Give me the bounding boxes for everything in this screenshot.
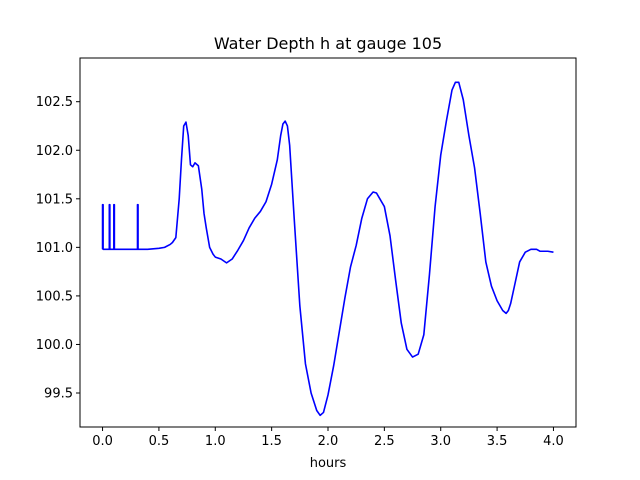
series-line (101, 81, 554, 417)
series-layer (101, 81, 554, 417)
x-tick-label: 3.5 (487, 434, 508, 449)
y-tick-label: 102.0 (36, 144, 73, 159)
y-tick-label: 99.5 (44, 387, 73, 402)
x-tick-label: 4.0 (543, 434, 564, 449)
x-tick-label: 1.0 (205, 434, 226, 449)
y-tick-label: 101.5 (36, 192, 73, 207)
x-tick-label: 2.5 (374, 434, 395, 449)
x-tick-label: 3.0 (430, 434, 451, 449)
x-axis-ticks: 0.0 0.5 1.0 1.5 2.0 2.5 3.0 3.5 4.0 (92, 427, 564, 449)
y-tick-label: 102.5 (36, 95, 73, 110)
chart-title: Water Depth h at gauge 105 (214, 34, 442, 53)
y-tick-label: 100.5 (36, 289, 73, 304)
y-tick-label: 101.0 (36, 241, 73, 256)
x-axis-label: hours (310, 456, 347, 471)
x-tick-label: 0.5 (149, 434, 170, 449)
x-tick-label: 2.0 (318, 434, 339, 449)
x-tick-label: 0.0 (92, 434, 113, 449)
y-axis-ticks: 99.5 100.0 100.5 101.0 101.5 102.0 102.5 (36, 95, 80, 402)
y-tick-label: 100.0 (36, 338, 73, 353)
x-tick-label: 1.5 (261, 434, 282, 449)
plot-area (80, 58, 576, 427)
